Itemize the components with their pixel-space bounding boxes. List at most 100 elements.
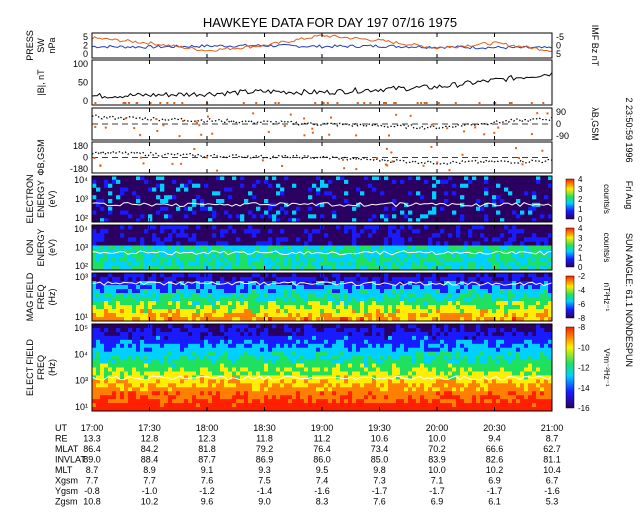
spectrogram-cell: [508, 391, 513, 396]
spectrogram-cell: [192, 399, 197, 404]
spectrogram-cell: [328, 297, 333, 302]
spectrogram-cell: [488, 265, 493, 271]
spectrogram-cell: [272, 375, 277, 380]
spectrogram-cell: [316, 309, 321, 314]
spectrogram-cell: [172, 313, 177, 318]
spectrogram-cell: [444, 191, 449, 196]
spectrogram-cell: [500, 367, 505, 372]
spectrogram-cell: [132, 265, 137, 271]
spectrogram-cell: [332, 289, 337, 294]
spectrogram-cell: [168, 363, 173, 368]
spectrogram-cell: [376, 383, 381, 388]
spectrogram-cell: [260, 355, 265, 360]
spectrogram-cell: [324, 359, 329, 364]
spectrogram-cell: [380, 339, 385, 345]
spectrogram-cell: [328, 407, 333, 412]
spectrogram-cell: [248, 391, 253, 396]
spectrogram-cell: [492, 249, 497, 254]
spectrogram-cell: [168, 309, 173, 314]
spectrogram-cell: [116, 257, 121, 263]
spectrogram-cell: [412, 309, 417, 314]
spectrogram-cell: [232, 257, 237, 263]
spectrogram-cell: [404, 313, 409, 318]
spectrogram-cell: [204, 273, 209, 278]
spectrogram-cell: [264, 359, 269, 364]
spectrogram-cell: [492, 371, 497, 376]
spectrogram-cell: [408, 359, 413, 364]
spectrogram-cell: [424, 265, 429, 271]
spectrogram-cell: [164, 289, 169, 294]
spectrogram-cell: [380, 399, 385, 404]
spectrogram-cell: [392, 241, 397, 246]
spectrogram-cell: [484, 218, 489, 223]
spectrogram-cell: [124, 265, 129, 271]
spectrogram-cell: [524, 301, 529, 306]
spectrogram-cell: [100, 375, 105, 380]
spectrogram-cell: [320, 395, 325, 400]
spectrogram-cell: [284, 237, 289, 242]
spectrogram-cell: [280, 387, 285, 392]
spectrogram-cell: [132, 285, 137, 290]
spectrogram-cell: [468, 379, 473, 384]
spectrogram-cell: [172, 343, 177, 349]
spectrogram-cell: [304, 343, 309, 349]
spectrogram-cell: [504, 383, 509, 388]
spectrogram-cell: [524, 191, 529, 196]
spectrogram-cell: [336, 289, 341, 294]
spectrogram-cell: [264, 379, 269, 384]
spectrogram-cell: [548, 285, 553, 290]
spectrogram-cell: [508, 237, 513, 242]
spectrogram-cell: [148, 253, 153, 258]
spectrogram-cell: [176, 233, 181, 238]
spectrogram-cell: [104, 249, 109, 254]
spectrogram-cell: [504, 399, 509, 404]
spectrogram-cell: [460, 249, 465, 254]
spectrogram-cell: [256, 351, 261, 356]
spectrogram-cell: [416, 297, 421, 302]
spectrogram-cell: [392, 317, 397, 322]
spectrogram-cell: [180, 317, 185, 322]
spectrogram-cell: [92, 245, 97, 250]
spectrogram-cell: [236, 343, 241, 349]
spectrogram-cell: [480, 261, 485, 267]
spectrogram-cell: [420, 391, 425, 396]
spectrogram-cell: [400, 395, 405, 400]
spectrogram-cell: [456, 363, 461, 368]
spectrogram-cell: [424, 351, 429, 356]
y-axis-label: FREQ: [36, 284, 46, 309]
spectrogram-cell: [252, 253, 257, 258]
spectrogram-cell: [460, 399, 465, 404]
spectrogram-cell: [524, 407, 529, 412]
spectrogram-cell: [172, 375, 177, 380]
spectrogram-cell: [312, 289, 317, 294]
spectrogram-cell: [352, 305, 357, 310]
spectrogram-cell: [136, 375, 141, 380]
spectrogram-cell: [156, 285, 161, 290]
spectrogram-cell: [340, 347, 345, 352]
spectrogram-cell: [208, 367, 213, 372]
spectrogram-cell: [304, 309, 309, 314]
spectrogram-cell: [508, 257, 513, 263]
spectrogram-cell: [312, 293, 317, 298]
spectrogram-cell: [252, 363, 257, 368]
spectrogram-cell: [288, 285, 293, 290]
spectrogram-cell: [232, 285, 237, 290]
spectrogram-cell: [264, 399, 269, 404]
spectrogram-cell: [128, 407, 133, 412]
spectrogram-cell: [484, 313, 489, 318]
spectrogram-cell: [352, 375, 357, 380]
spectrogram-cell: [372, 253, 377, 258]
spectrogram-cell: [256, 313, 261, 318]
spectrogram-cell: [120, 289, 125, 294]
spectrogram-cell: [472, 305, 477, 310]
spectrogram-cell: [184, 371, 189, 376]
spectrogram-cell: [484, 383, 489, 388]
spectrogram-cell: [500, 363, 505, 368]
spectrogram-cell: [316, 335, 321, 341]
spectrogram-cell: [264, 273, 269, 278]
spectrogram-cell: [284, 379, 289, 384]
spectrogram-cell: [140, 176, 145, 181]
y-tick-label-right: 0: [556, 41, 561, 51]
spectrogram-cell: [432, 363, 437, 368]
spectrogram-cell: [400, 371, 405, 376]
